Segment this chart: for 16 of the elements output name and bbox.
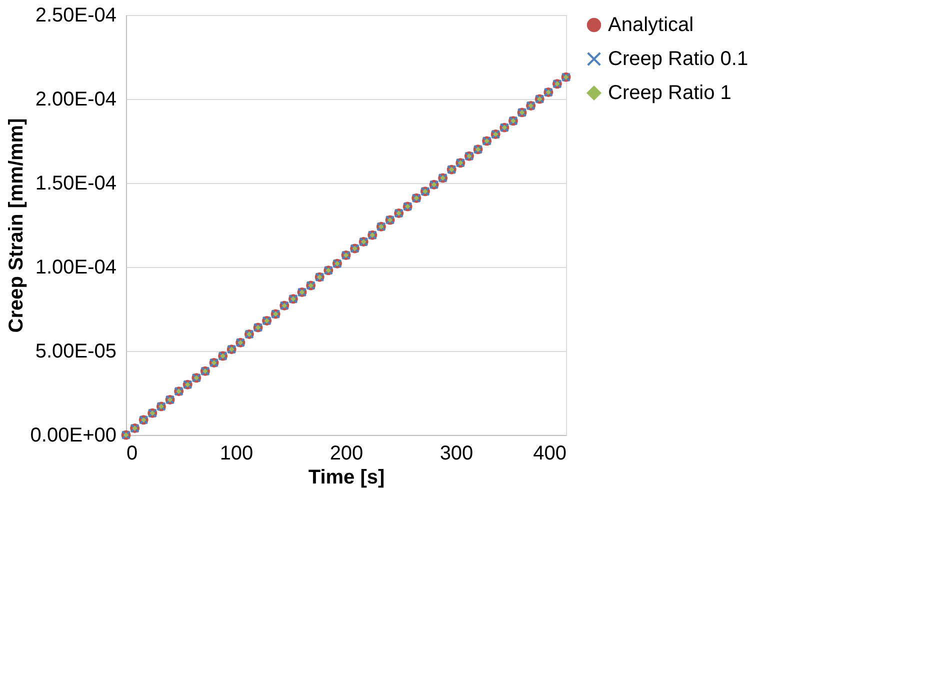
x-tick-label: 200	[330, 442, 364, 464]
legend-label: Creep Ratio 0.1	[608, 48, 748, 70]
y-tick-label: 2.50E-04	[35, 4, 116, 26]
y-axis-title: Creep Strain [mm/mm]	[5, 118, 28, 333]
x-axis-title: Time [s]	[308, 466, 385, 488]
x-tick-label: 100	[220, 442, 254, 464]
y-tick-label: 1.50E-04	[35, 172, 116, 194]
y-tick-label: 1.00E-04	[35, 256, 116, 278]
legend-label: Creep Ratio 1	[608, 82, 732, 104]
x-tick-label: 300	[440, 442, 474, 464]
x-tick-label: 0	[126, 442, 138, 464]
legend-label: Analytical	[608, 14, 694, 36]
y-tick-label: 5.00E-05	[35, 340, 116, 362]
x-tick-label: 400	[533, 442, 566, 464]
y-tick-label: 0.00E+00	[30, 424, 116, 446]
y-tick-label: 2.00E-04	[35, 88, 116, 110]
